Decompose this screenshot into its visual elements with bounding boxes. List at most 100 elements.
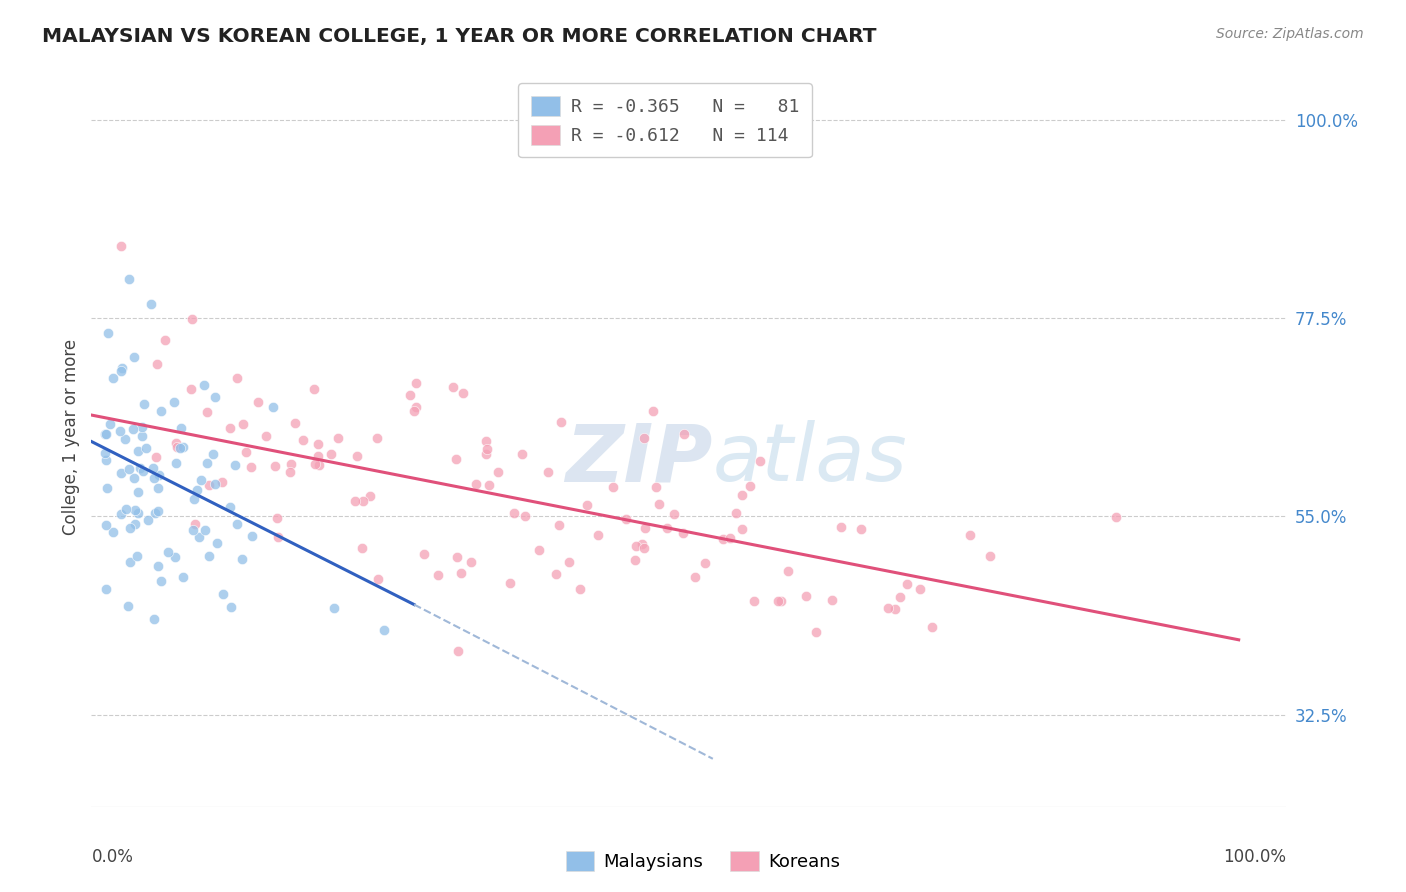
Point bbox=[830, 520, 852, 534]
Point bbox=[623, 553, 645, 567]
Point bbox=[124, 516, 146, 531]
Point bbox=[657, 520, 679, 534]
Point bbox=[254, 429, 277, 443]
Point bbox=[136, 513, 159, 527]
Point bbox=[647, 497, 669, 511]
Point bbox=[143, 611, 166, 625]
Point bbox=[346, 450, 368, 464]
Point bbox=[883, 602, 905, 616]
Point bbox=[135, 442, 157, 456]
Point bbox=[748, 454, 770, 468]
Point bbox=[163, 395, 186, 409]
Point bbox=[742, 594, 765, 608]
Point bbox=[110, 508, 132, 522]
Point bbox=[447, 644, 470, 658]
Point bbox=[169, 442, 191, 456]
Point bbox=[184, 517, 207, 532]
Point bbox=[770, 594, 793, 608]
Point bbox=[307, 450, 329, 464]
Point bbox=[527, 543, 550, 558]
Point bbox=[1104, 510, 1126, 524]
Point bbox=[672, 525, 695, 540]
Point bbox=[896, 576, 918, 591]
Point bbox=[683, 569, 706, 583]
Point bbox=[806, 624, 828, 639]
Point bbox=[165, 435, 187, 450]
Point bbox=[446, 550, 468, 565]
Y-axis label: College, 1 year or more: College, 1 year or more bbox=[62, 339, 80, 535]
Point bbox=[291, 433, 314, 447]
Point bbox=[821, 593, 844, 607]
Point bbox=[146, 504, 169, 518]
Point bbox=[219, 600, 242, 615]
Point bbox=[738, 479, 761, 493]
Point bbox=[475, 434, 498, 448]
Point bbox=[127, 484, 149, 499]
Point bbox=[569, 582, 592, 597]
Point bbox=[94, 427, 117, 442]
Point bbox=[633, 541, 655, 555]
Point bbox=[94, 446, 117, 460]
Point bbox=[959, 527, 981, 541]
Point bbox=[211, 475, 233, 490]
Point bbox=[537, 465, 560, 479]
Point bbox=[94, 452, 117, 467]
Point bbox=[181, 523, 204, 537]
Point bbox=[515, 509, 537, 524]
Point bbox=[851, 522, 873, 536]
Point bbox=[711, 532, 734, 546]
Point bbox=[172, 570, 194, 584]
Point bbox=[308, 458, 330, 473]
Point bbox=[280, 457, 302, 471]
Point bbox=[464, 477, 486, 491]
Point bbox=[143, 506, 166, 520]
Point bbox=[110, 364, 132, 378]
Point bbox=[131, 428, 153, 442]
Point bbox=[145, 450, 167, 464]
Point bbox=[731, 522, 754, 536]
Point bbox=[142, 461, 165, 475]
Point bbox=[323, 600, 346, 615]
Point bbox=[141, 297, 163, 311]
Point bbox=[183, 492, 205, 507]
Point bbox=[921, 620, 943, 634]
Point bbox=[778, 564, 800, 578]
Point bbox=[190, 473, 212, 487]
Point bbox=[94, 426, 117, 441]
Point bbox=[460, 555, 482, 569]
Point bbox=[266, 511, 288, 525]
Point bbox=[731, 488, 754, 502]
Point bbox=[634, 521, 657, 535]
Point bbox=[264, 458, 287, 473]
Point bbox=[662, 507, 685, 521]
Point bbox=[96, 481, 118, 495]
Point bbox=[889, 590, 911, 604]
Point bbox=[148, 467, 170, 482]
Point bbox=[235, 445, 257, 459]
Point bbox=[499, 575, 522, 590]
Point bbox=[115, 502, 138, 516]
Point bbox=[246, 395, 269, 409]
Point bbox=[284, 417, 307, 431]
Text: atlas: atlas bbox=[713, 420, 908, 499]
Point bbox=[146, 559, 169, 574]
Point bbox=[242, 528, 264, 542]
Text: 100.0%: 100.0% bbox=[1223, 848, 1286, 866]
Point bbox=[302, 382, 325, 396]
Point bbox=[218, 421, 240, 435]
Point bbox=[412, 547, 434, 561]
Point bbox=[367, 573, 389, 587]
Point bbox=[195, 405, 218, 419]
Point bbox=[134, 397, 156, 411]
Point bbox=[101, 524, 124, 539]
Point bbox=[766, 593, 789, 607]
Point bbox=[194, 523, 217, 537]
Point bbox=[575, 498, 598, 512]
Point bbox=[146, 481, 169, 495]
Point bbox=[172, 440, 194, 454]
Point bbox=[170, 421, 193, 435]
Point bbox=[118, 555, 141, 569]
Point bbox=[478, 478, 501, 492]
Point bbox=[558, 555, 581, 569]
Point bbox=[402, 404, 425, 418]
